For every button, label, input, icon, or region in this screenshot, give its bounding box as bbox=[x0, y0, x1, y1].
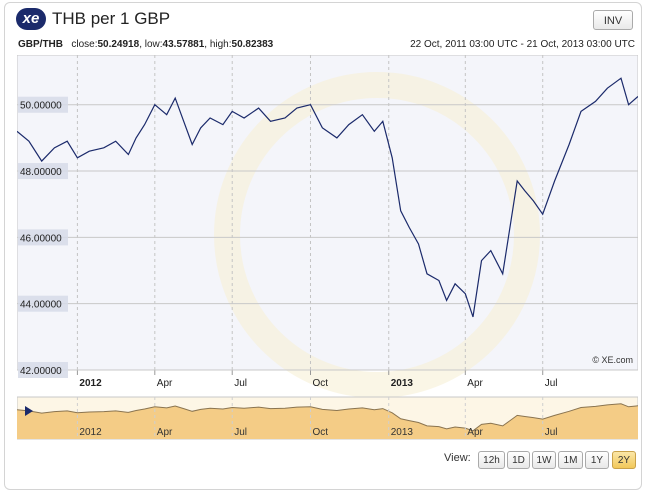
navigator-fill bbox=[17, 403, 638, 439]
y-label-bg bbox=[18, 96, 68, 113]
xe-logo: xe bbox=[16, 8, 46, 30]
x-tick-label: Apr bbox=[467, 378, 483, 389]
line-chart[interactable]: 2012 Apr Jul Oct 2013 Apr Jul 42.00000 44.00000 4… bbox=[17, 55, 638, 445]
series-line-gbp-thb bbox=[17, 77, 638, 318]
y-label-bg bbox=[18, 163, 68, 180]
watermark-ring bbox=[214, 72, 540, 398]
navigator-tick-label: 2013 bbox=[391, 427, 414, 438]
chart-meta: GBP/THB close:50.24918, low:43.57881, hi… bbox=[18, 39, 274, 50]
view-button-2y[interactable]: 2Y bbox=[612, 451, 636, 469]
low-value: 43.57881 bbox=[162, 39, 205, 50]
close-label: close: bbox=[71, 39, 98, 50]
high-label: high: bbox=[209, 39, 232, 50]
navigator-tick-label: 2012 bbox=[79, 427, 102, 438]
y-tick-label: 44.00000 bbox=[20, 300, 62, 311]
navigator-tick-label: Jul bbox=[234, 427, 247, 438]
navigator-tick-label: Apr bbox=[467, 427, 483, 438]
x-tick-label: Jul bbox=[545, 378, 558, 389]
copyright-annotation: © XE.com bbox=[592, 355, 633, 365]
x-tick-label: 2013 bbox=[391, 378, 414, 389]
view-button-1d[interactable]: 1D bbox=[507, 451, 530, 469]
navigator-tick-label: Oct bbox=[312, 427, 328, 438]
x-tick-label: 2012 bbox=[79, 378, 102, 389]
view-button-1y[interactable]: 1Y bbox=[585, 451, 609, 469]
x-tick-label: Oct bbox=[312, 378, 328, 389]
view-button-1w[interactable]: 1W bbox=[532, 451, 556, 469]
navigator-tick-label: Apr bbox=[157, 427, 173, 438]
y-label-bg bbox=[18, 229, 68, 246]
navigator-tick-label: Jul bbox=[545, 427, 558, 438]
page-title: THB per 1 GBP bbox=[52, 9, 171, 28]
y-tick-label: 42.00000 bbox=[20, 366, 62, 377]
view-label: View: bbox=[444, 452, 471, 464]
y-tick-label: 50.00000 bbox=[20, 101, 62, 112]
close-value: 50.24918 bbox=[97, 39, 140, 50]
invert-button[interactable]: INV bbox=[593, 10, 633, 30]
x-tick-label: Apr bbox=[157, 378, 173, 389]
navigator-handle-icon[interactable] bbox=[25, 406, 33, 416]
view-button-12h[interactable]: 12h bbox=[478, 451, 505, 469]
y-tick-label: 48.00000 bbox=[20, 167, 62, 178]
x-tick-label: Jul bbox=[234, 378, 247, 389]
y-tick-label: 46.00000 bbox=[20, 233, 62, 244]
high-value: 50.82383 bbox=[231, 39, 274, 50]
y-label-bg bbox=[18, 362, 68, 378]
y-label-bg bbox=[18, 295, 68, 312]
date-range: 22 Oct, 2011 03:00 UTC - 21 Oct, 2013 03… bbox=[410, 39, 635, 50]
navigator-line bbox=[17, 403, 638, 432]
pair-label: GBP/THB bbox=[18, 39, 63, 50]
view-button-1m[interactable]: 1M bbox=[558, 451, 583, 469]
low-label: low: bbox=[144, 39, 163, 50]
